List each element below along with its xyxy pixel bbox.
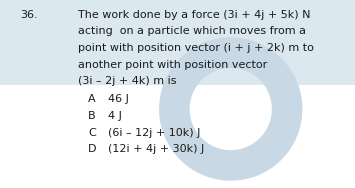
Text: 4 J: 4 J (108, 111, 122, 121)
Text: 36.: 36. (20, 10, 38, 20)
Text: point with position vector (i + j + 2k) m to: point with position vector (i + j + 2k) … (78, 43, 314, 53)
Text: A: A (88, 95, 95, 105)
Text: another point with position vector: another point with position vector (78, 59, 267, 70)
Text: D: D (88, 144, 97, 154)
Text: C: C (88, 127, 96, 137)
FancyBboxPatch shape (0, 0, 355, 85)
Text: The work done by a force (3i + 4j + 5k) N: The work done by a force (3i + 4j + 5k) … (78, 10, 311, 20)
Text: B: B (88, 111, 95, 121)
Text: acting  on a particle which moves from a: acting on a particle which moves from a (78, 27, 306, 36)
Text: 46 J: 46 J (108, 95, 129, 105)
Text: (3i – 2j + 4k) m is: (3i – 2j + 4k) m is (78, 76, 176, 86)
Text: (6i – 12j + 10k) J: (6i – 12j + 10k) J (108, 127, 200, 137)
Text: (12i + 4j + 30k) J: (12i + 4j + 30k) J (108, 144, 204, 154)
